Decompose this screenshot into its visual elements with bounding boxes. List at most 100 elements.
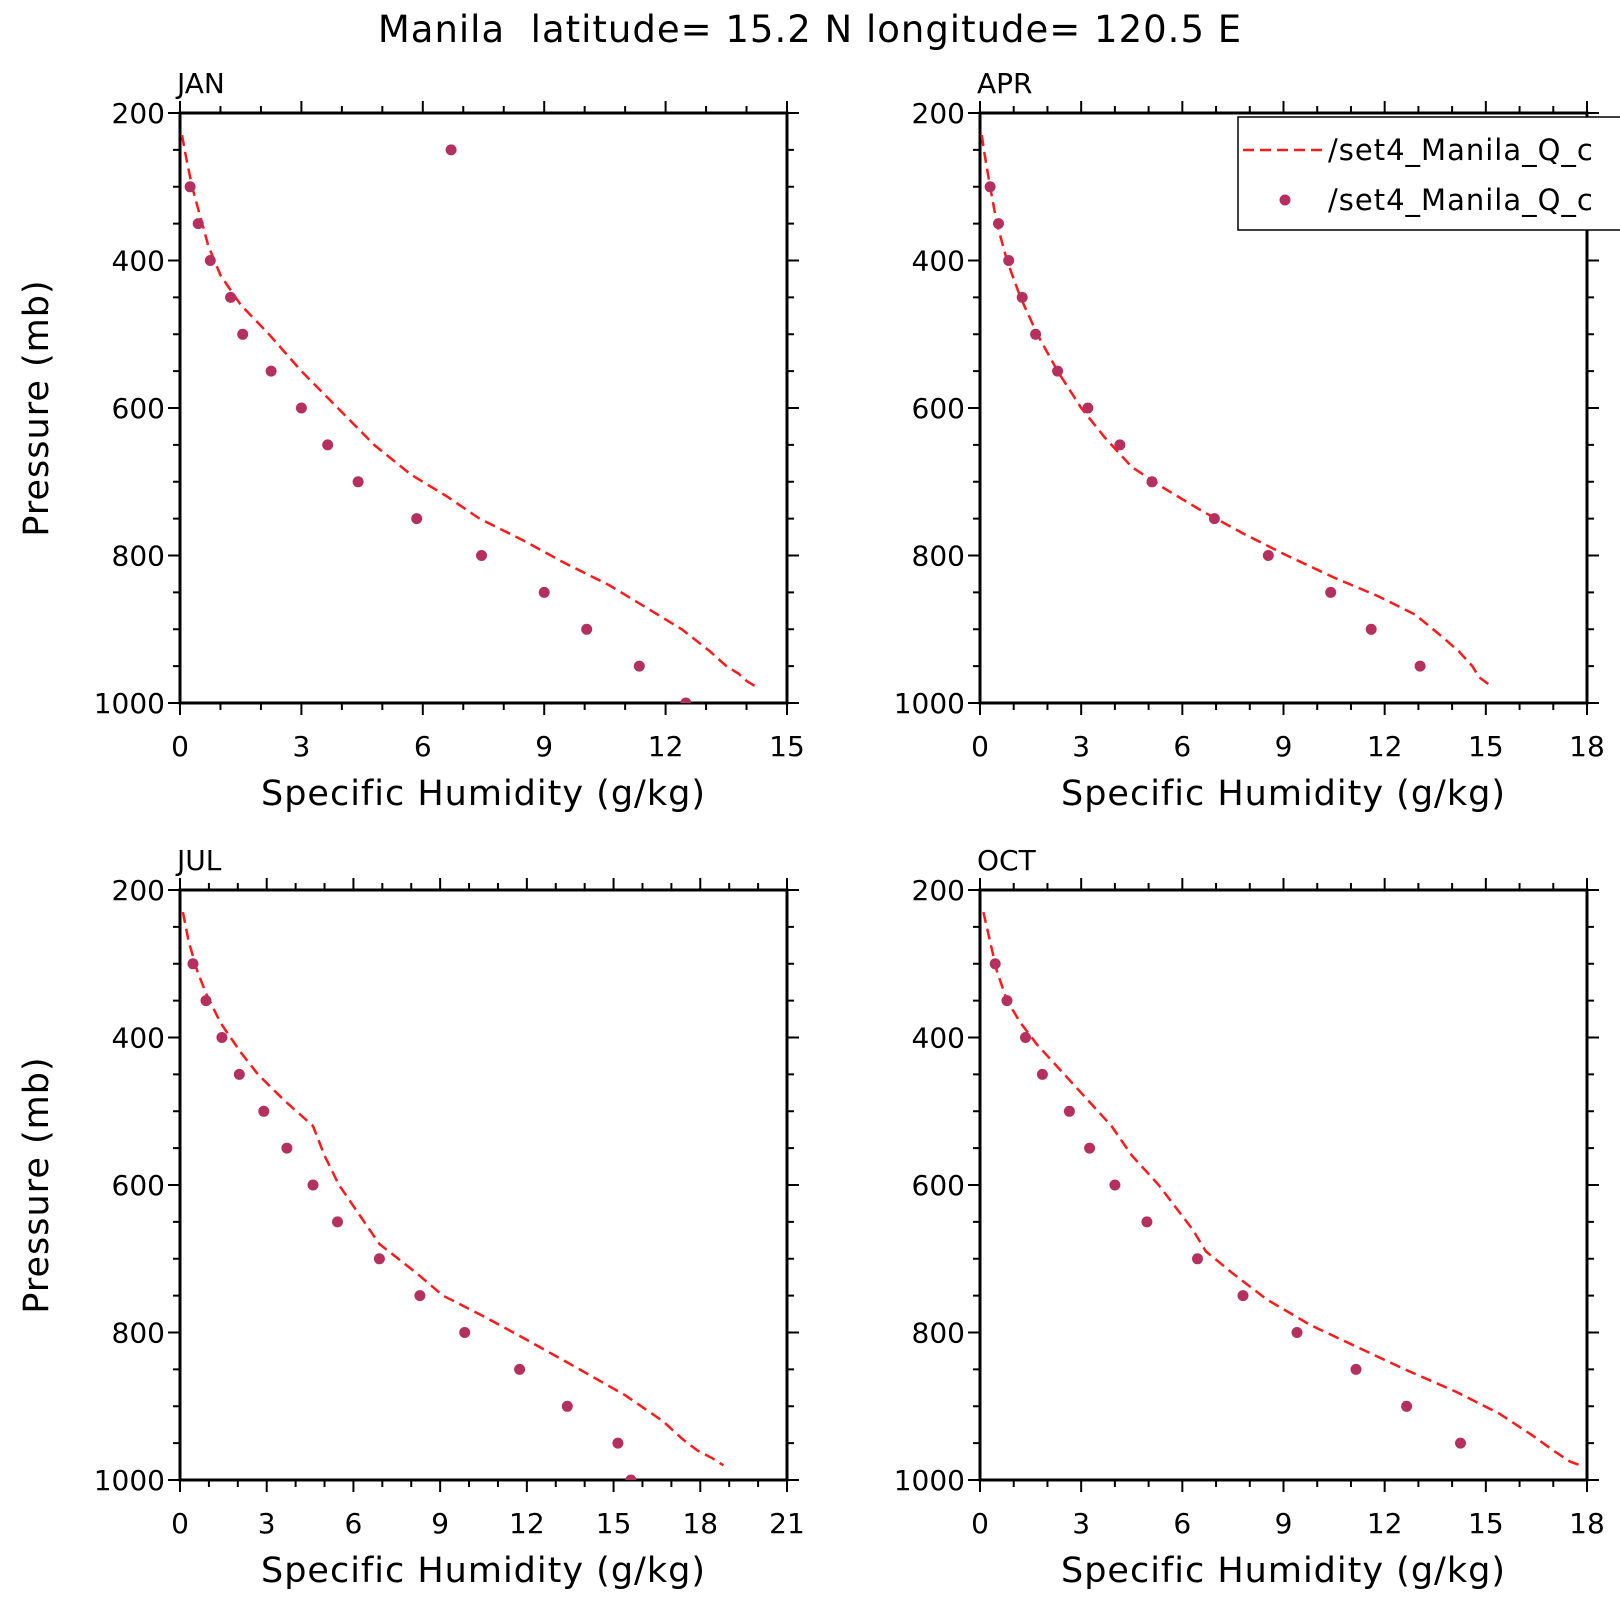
panel-jan: 0 3 6 9 12 15 200 400 600 800 1000 Specific Humidit…: [17, 67, 805, 814]
x-tick-label: 6: [1173, 1507, 1191, 1540]
obs-point: [258, 1105, 270, 1117]
obs-point: [514, 1363, 526, 1375]
x-tick-label: 15: [596, 1507, 632, 1540]
plot-frame: [978, 888, 1589, 1482]
x-tick-label: 18: [1569, 1507, 1605, 1540]
x-tick-label: 6: [1173, 730, 1191, 763]
obs-point: [1350, 1363, 1362, 1375]
obs-point: [307, 1179, 319, 1191]
obs-point: [1001, 995, 1013, 1007]
x-tick-label: 6: [345, 1507, 363, 1540]
obs-point: [1401, 1400, 1413, 1412]
model-line: [982, 911, 1581, 1467]
model-line: [181, 911, 725, 1467]
plot-area: [982, 911, 1581, 1467]
x-axis-label: Specific Humidity (g/kg): [1061, 1551, 1506, 1591]
y-tick-label: 800: [112, 1317, 165, 1350]
model-line: [980, 134, 1490, 686]
x-tick-label: 15: [1468, 730, 1504, 763]
obs-point: [1146, 476, 1158, 488]
obs-point: [1262, 550, 1274, 561]
obs-point: [411, 513, 423, 525]
y-tick-label: 800: [912, 540, 965, 573]
x-tick-label: 9: [431, 1507, 449, 1540]
obs-point: [352, 476, 364, 488]
obs-point: [1003, 255, 1015, 266]
x-tick-label: 3: [1072, 1507, 1090, 1540]
x-tick-label: 3: [258, 1507, 276, 1540]
obs-point: [459, 1327, 471, 1338]
obs-point: [1325, 586, 1337, 598]
y-axis-label: Pressure (mb): [17, 279, 57, 536]
x-tick-label: 15: [769, 730, 805, 763]
y-tick-label: 400: [112, 245, 165, 278]
y-tick-label: 1000: [894, 687, 965, 720]
panel-month-label: APR: [977, 67, 1033, 100]
legend-point-label: /set4_Manila_Q_c: [1328, 183, 1594, 217]
x-tick-label: 9: [1275, 730, 1293, 763]
panel-apr: 0 3 6 9 12 15 18 200 400 600 800 1000 Specific Humid…: [894, 67, 1605, 814]
y-tick-label: 600: [112, 392, 165, 425]
y-axis-label: Pressure (mb): [17, 1056, 57, 1313]
obs-point: [1208, 513, 1220, 525]
obs-point: [187, 958, 199, 970]
obs-point: [445, 144, 457, 156]
obs-point: [1030, 328, 1042, 340]
plot-area: [980, 134, 1490, 686]
obs-point: [373, 1253, 385, 1265]
y-tick-label: 600: [112, 1169, 165, 1202]
figure-title: Manila latitude= 15.2 N longitude= 120.5…: [378, 8, 1242, 51]
y-tick-label: 200: [112, 874, 165, 907]
y-tick-label: 800: [912, 1317, 965, 1350]
x-axis-label: Specific Humidity (g/kg): [1061, 774, 1506, 814]
obs-point: [633, 660, 645, 672]
obs-point: [184, 181, 196, 193]
y-tick-label: 600: [912, 1169, 965, 1202]
panel-jul: 0 3 6 9 12 15 18 21 200 400 600 800 1000 Specific Hum…: [17, 844, 805, 1591]
obs-point: [1455, 1437, 1466, 1449]
x-tick-label: 12: [648, 730, 684, 763]
obs-point: [1082, 402, 1094, 414]
obs-point: [1414, 660, 1426, 672]
obs-point: [581, 623, 593, 635]
y-tick-label: 1000: [94, 1464, 165, 1497]
y-tick-label: 200: [112, 97, 165, 130]
plot-frame: [178, 888, 789, 1482]
obs-point: [1237, 1290, 1249, 1302]
obs-point: [216, 1032, 228, 1043]
x-axis-label: Specific Humidity (g/kg): [261, 1551, 706, 1591]
panel-oct: 0 3 6 9 12 15 18 200 400 600 800 1000 Specific Humid…: [894, 844, 1605, 1591]
obs-point: [237, 328, 249, 340]
obs-point: [192, 218, 204, 230]
obs-point: [1141, 1216, 1153, 1228]
obs-point: [561, 1400, 573, 1412]
panel-month-label: OCT: [977, 844, 1037, 877]
y-tick-label: 400: [912, 1022, 965, 1055]
obs-point: [1291, 1327, 1303, 1338]
obs-point: [1020, 1032, 1031, 1043]
y-tick-label: 1000: [894, 1464, 965, 1497]
obs-point: [1016, 291, 1028, 303]
x-axis-label: Specific Humidity (g/kg): [261, 774, 706, 814]
panel-month-label: JAN: [175, 67, 225, 100]
x-tick-label: 18: [682, 1507, 718, 1540]
obs-point: [204, 255, 216, 266]
x-tick-label: 0: [171, 1507, 189, 1540]
obs-point: [233, 1068, 245, 1080]
x-tick-label: 12: [1367, 730, 1403, 763]
legend: /set4_Manila_Q_c/set4_Manila_Q_c: [1237, 116, 1620, 231]
obs-point: [538, 586, 550, 598]
obs-point: [1109, 1179, 1121, 1191]
x-tick-label: 12: [509, 1507, 545, 1540]
plot-area: [181, 911, 725, 1480]
obs-point: [1036, 1068, 1048, 1080]
x-tick-label: 18: [1569, 730, 1605, 763]
y-tick-label: 400: [112, 1022, 165, 1055]
obs-point: [281, 1142, 293, 1154]
obs-point: [1084, 1142, 1096, 1154]
obs-point: [295, 402, 307, 414]
y-tick-label: 400: [912, 245, 965, 278]
model-line: [180, 134, 760, 690]
obs-point: [612, 1437, 624, 1449]
